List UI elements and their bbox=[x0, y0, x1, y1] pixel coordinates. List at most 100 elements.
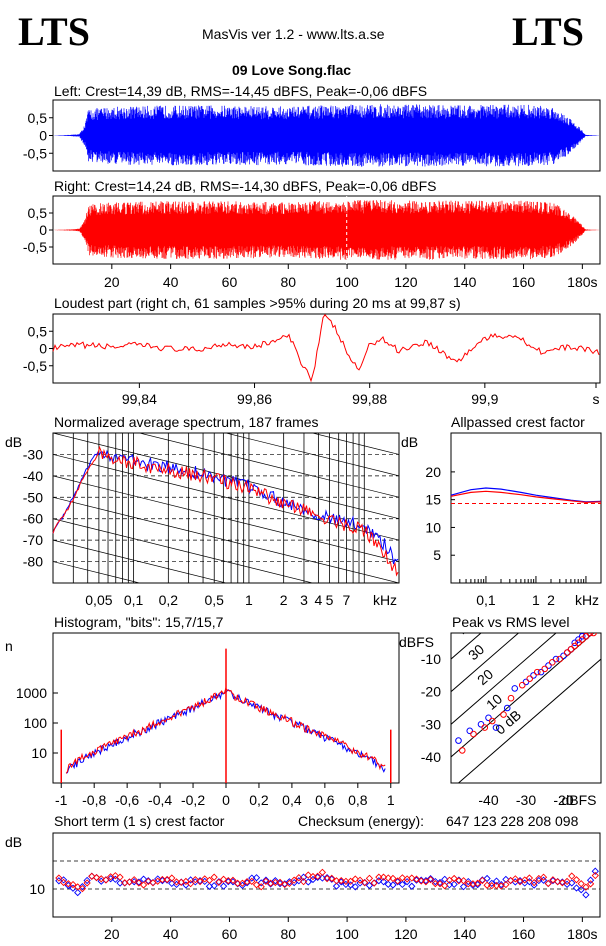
crest-right-point bbox=[502, 880, 510, 889]
crest-plot-frame bbox=[52, 832, 601, 918]
crest-right-point bbox=[492, 881, 501, 890]
crest-left-point bbox=[408, 882, 416, 890]
spectrum-slope-line bbox=[311, 433, 399, 455]
spectrum-ytick-label: -50 bbox=[23, 489, 43, 505]
crest-left-point bbox=[111, 875, 119, 883]
crest-xtick-label: 120 bbox=[394, 926, 418, 942]
crest-right-point bbox=[314, 872, 322, 880]
crest-right-point bbox=[116, 873, 124, 881]
crest-left-point bbox=[144, 877, 152, 885]
crest-left-point bbox=[299, 873, 308, 881]
crest-right-point bbox=[144, 877, 152, 886]
lts-logo-right: LTS bbox=[512, 9, 584, 54]
crest-xtick-label: 140 bbox=[453, 926, 477, 942]
spectrum-title: Normalized average spectrum, 187 frames bbox=[54, 414, 319, 430]
crest-right-point bbox=[539, 873, 548, 881]
crest-right-point bbox=[422, 878, 430, 886]
loudest-plot-frame bbox=[52, 313, 601, 384]
crest-xtick-label: 20 bbox=[104, 926, 120, 942]
time-axis-label: 120 bbox=[394, 274, 418, 290]
file-name: 09 Love Song.flac bbox=[232, 62, 352, 78]
allpass-ytick-label: 10 bbox=[425, 519, 441, 535]
crest-right-point bbox=[69, 880, 77, 889]
peak-rms-right-point bbox=[507, 694, 515, 702]
crest-right-point bbox=[88, 872, 96, 880]
crest-ylabel: dB bbox=[5, 834, 22, 850]
crest-right-point bbox=[346, 877, 355, 885]
crest-right-point bbox=[205, 876, 214, 884]
peak-rms-ytick-label: -30 bbox=[421, 716, 441, 732]
loudest-ytick-label: 0,5 bbox=[28, 323, 48, 339]
spectrum-grid bbox=[53, 433, 399, 583]
right-waveform bbox=[54, 200, 599, 260]
crest-right-point bbox=[219, 875, 228, 883]
crest-left-point bbox=[74, 888, 82, 897]
crest-factor-title: Short term (1 s) crest factor bbox=[54, 813, 225, 829]
crest-right-point bbox=[328, 874, 336, 882]
peak-rms-crest-line bbox=[451, 633, 595, 758]
crest-right-point bbox=[196, 877, 204, 886]
spectrum-slope-line bbox=[53, 326, 399, 412]
crest-right-point bbox=[375, 873, 383, 881]
crest-right-point bbox=[102, 876, 110, 884]
crest-right-point bbox=[356, 876, 364, 884]
crest-left-point bbox=[323, 874, 331, 882]
crest-left-point bbox=[219, 882, 228, 890]
spectrum-xtick-label: 0,1 bbox=[124, 592, 144, 608]
histogram-title: Histogram, "bits": 15,7/15,7 bbox=[54, 614, 224, 630]
crest-left-point bbox=[379, 878, 388, 886]
checksum-value: 647 123 228 208 098 bbox=[446, 813, 579, 829]
crest-right-point bbox=[398, 874, 407, 882]
spectrum-ytick-label: -70 bbox=[23, 532, 43, 548]
spectrum-plot-frame bbox=[52, 432, 400, 584]
peak-rms-right-point bbox=[582, 633, 590, 640]
spectrum-slope-line bbox=[138, 433, 399, 498]
peak-rms-title: Peak vs RMS level bbox=[452, 614, 570, 630]
crest-right-point bbox=[342, 877, 350, 885]
peak-rms-right-point bbox=[548, 659, 556, 666]
crest-right-point bbox=[248, 877, 256, 885]
crest-left-point bbox=[83, 876, 91, 885]
crest-right-point bbox=[59, 878, 68, 887]
crest-left-point bbox=[389, 881, 397, 889]
peak-rms-left-point bbox=[466, 727, 474, 735]
histogram-ytick-label: 10 bbox=[31, 745, 47, 761]
peak-rms-right-point bbox=[500, 711, 507, 718]
crest-left-point bbox=[450, 880, 458, 888]
histogram-xtick-label: -0,6 bbox=[115, 792, 139, 808]
peak-rms-left-point bbox=[575, 636, 582, 643]
crest-right-point bbox=[455, 877, 463, 885]
crest-left-point bbox=[502, 875, 510, 884]
allpass-ytick-label: 15 bbox=[425, 492, 441, 508]
crest-right-point bbox=[111, 872, 119, 880]
histogram-xtick-label: -1 bbox=[55, 792, 68, 808]
crest-right-point bbox=[544, 879, 552, 888]
loudest-ytick-label: 0 bbox=[39, 341, 47, 357]
time-axis-label: 160 bbox=[512, 274, 536, 290]
crest-left-point bbox=[394, 878, 402, 886]
crest-left-point bbox=[342, 880, 350, 889]
crest-right-point bbox=[210, 873, 218, 881]
peak-rms-left-point bbox=[455, 737, 462, 744]
crest-right-point bbox=[572, 876, 581, 884]
spectrum-xtick-label: 3 bbox=[300, 592, 308, 608]
crest-right-point bbox=[74, 883, 82, 891]
crest-right-point bbox=[478, 876, 487, 885]
crest-left-point bbox=[375, 877, 383, 885]
loudest-ytick-label: -0,5 bbox=[23, 358, 47, 374]
crest-right-point bbox=[276, 878, 284, 886]
spectrum-slope-line bbox=[53, 561, 141, 583]
peak-rms-xtick-label: -20 bbox=[553, 792, 573, 808]
left-waveform bbox=[54, 104, 599, 167]
peak-rms-right-point bbox=[556, 655, 564, 663]
right-ytick-label: 0,5 bbox=[28, 205, 48, 221]
spectrum-slope-line bbox=[53, 539, 228, 583]
peak-rms-right-point bbox=[586, 633, 594, 637]
peak-rms-plot-frame bbox=[450, 632, 602, 784]
crest-right-point bbox=[521, 876, 529, 884]
crest-left-point bbox=[351, 883, 359, 891]
peak-rms-left-point bbox=[522, 678, 530, 686]
crest-left-point bbox=[78, 883, 87, 891]
crest-right-point bbox=[408, 874, 416, 882]
peak-rms-ytick-label: -40 bbox=[421, 749, 441, 765]
